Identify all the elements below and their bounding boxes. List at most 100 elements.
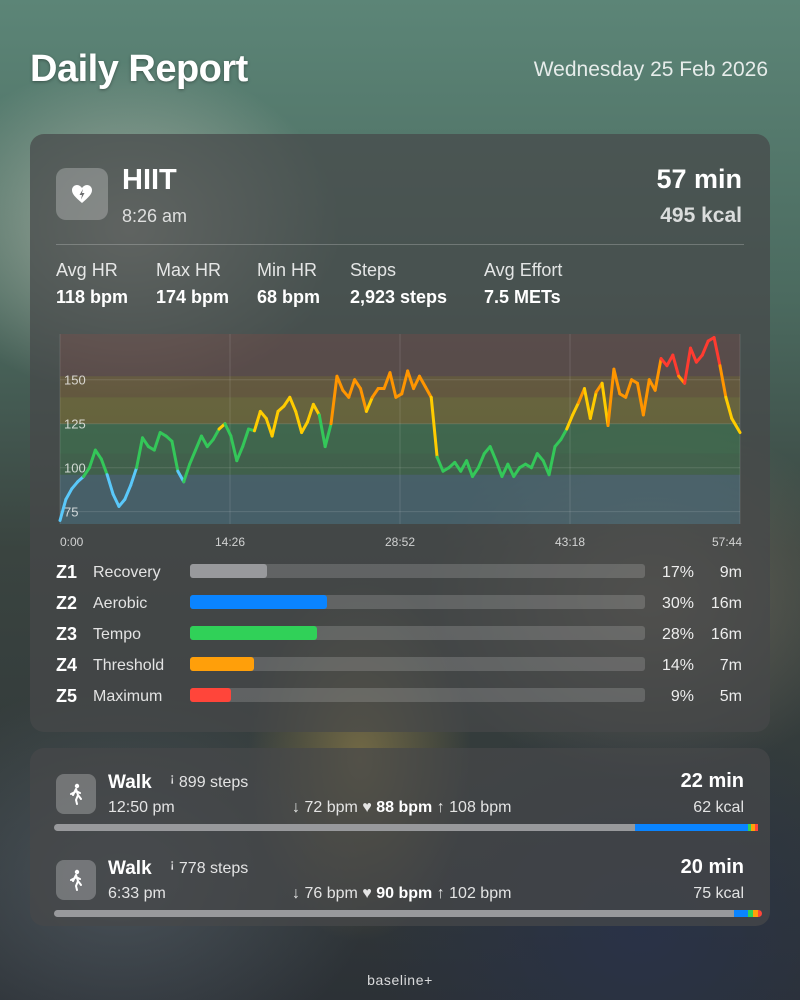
walk-item[interactable]: Walk ꜟ 899 steps 12:50 pm ↓ 72 bpm ♥ 88 … — [30, 748, 770, 834]
brand-footer: baseline+ — [367, 972, 433, 988]
hr-line-segment — [435, 455, 445, 473]
zone-name: Threshold — [93, 657, 165, 674]
stat-value: 118 bpm — [56, 287, 129, 307]
walk-duration: 22 min — [680, 770, 744, 792]
walk-zone-segment — [54, 910, 734, 917]
hr-line-segment — [241, 427, 251, 449]
arrow-down-icon: ↓ — [292, 885, 300, 902]
hr-line-segment — [205, 438, 215, 449]
hr-line-segment — [653, 357, 663, 392]
walk-duration: 20 min — [680, 856, 744, 878]
stat-value: 7.5 METs — [484, 287, 561, 307]
stat-value: 2,923 steps — [350, 287, 448, 307]
zone-percent: 14% — [661, 657, 694, 674]
walk-zone-segment — [54, 824, 635, 831]
heart-icon: ♥ — [362, 885, 372, 902]
walk-zone-bar — [54, 824, 762, 831]
hr-line-segment — [188, 448, 198, 466]
hr-line-segment — [459, 459, 469, 473]
x-tick-label: 0:00 — [60, 535, 84, 549]
arrow-up-icon: ↑ — [436, 885, 445, 902]
walk-zone-segment — [752, 910, 758, 917]
hr-line-segment — [258, 409, 268, 420]
footprints-icon: ꜟ — [170, 774, 175, 791]
hr-line-segment — [170, 439, 180, 473]
workout-name: HIIT — [122, 164, 177, 196]
hr-line-segment — [612, 367, 622, 396]
hr-line-segment — [553, 438, 563, 449]
zone-row-z1: Z1 Recovery 17% 9m — [56, 560, 746, 591]
hr-line-segment — [199, 434, 209, 449]
hr-line-segment — [571, 401, 581, 417]
hr-line-segment — [111, 492, 121, 508]
zone-percent: 9% — [670, 688, 694, 705]
zone-bar-track — [190, 626, 645, 640]
zone-row-z5: Z5 Maximum 9% 5m — [56, 684, 746, 715]
walk-start-time: 12:50 pm — [108, 799, 175, 816]
walk-calories: 62 kcal — [693, 799, 744, 816]
zone-name: Maximum — [93, 688, 163, 705]
stat-label: Avg HR — [56, 260, 118, 280]
hr-zones: Z1 Recovery 17% 9m Z2 Aerobic 30% 16m Z3… — [56, 560, 746, 715]
walking-figure-icon — [56, 774, 96, 814]
stat-value: 68 bpm — [257, 287, 321, 307]
walk-min-hr: 76 bpm — [304, 885, 358, 902]
zone-minutes: 7m — [719, 657, 742, 674]
hr-line-segment — [70, 480, 80, 491]
walk-zone-segment — [634, 824, 748, 831]
hr-line-segment — [488, 445, 498, 463]
walk-zone-segment — [754, 824, 759, 831]
hr-line-segment — [123, 483, 133, 501]
zone-minutes: 16m — [710, 595, 742, 612]
zone-name: Tempo — [93, 626, 142, 643]
hr-line-segment — [305, 402, 315, 424]
hr-line-segment — [700, 339, 710, 357]
hr-line-segment — [182, 462, 192, 484]
arrow-up-icon: ↑ — [436, 799, 445, 816]
hr-line-segment — [600, 381, 610, 427]
walks-card: Walk ꜟ 899 steps 12:50 pm ↓ 72 bpm ♥ 88 … — [30, 748, 770, 926]
zone-code: Z3 — [56, 624, 78, 644]
hr-line-segment — [135, 436, 144, 470]
walk-max-hr: 108 bpm — [449, 799, 512, 816]
walk-avg-hr: 88 bpm — [376, 799, 433, 816]
hr-line-segment — [129, 466, 139, 487]
zone-minutes: 16m — [710, 626, 742, 643]
hr-line-segment — [606, 367, 616, 427]
hr-line-segment — [264, 416, 274, 438]
workout-card[interactable]: HIIT 8:26 am 57 min 495 kcal Avg HR 118 … — [30, 134, 770, 732]
y-tick-label: 150 — [64, 373, 86, 388]
hr-line-segment — [317, 413, 327, 449]
hr-line-segment — [288, 395, 298, 413]
hr-line-segment — [453, 460, 463, 473]
walk-item[interactable]: Walk ꜟ 778 steps 6:33 pm ↓ 76 bpm ♥ 90 b… — [30, 834, 770, 920]
hr-line-segment — [582, 387, 592, 420]
zone-code: Z4 — [56, 655, 78, 675]
hr-line-segment — [105, 473, 115, 496]
zone-bar-track — [190, 657, 645, 671]
zone-code: Z5 — [56, 686, 78, 706]
hr-line-segment — [252, 409, 262, 433]
y-tick-label: 75 — [64, 505, 78, 520]
hr-line-segment — [635, 381, 645, 417]
zone-bar-track — [190, 564, 645, 578]
walk-hr-summary: ↓ 72 bpm ♥ 88 bpm ↑ 108 bpm — [292, 799, 511, 817]
walk-zone-segment — [757, 910, 762, 917]
hr-line-segment — [329, 374, 339, 426]
hr-line-segment — [323, 422, 333, 449]
walk-steps-value: 899 steps — [178, 774, 249, 791]
zone-bar-track — [190, 595, 645, 609]
hr-line-segment — [223, 422, 233, 438]
zone-minutes: 5m — [719, 688, 742, 705]
hr-line-segment — [624, 378, 634, 399]
hr-line-segment — [229, 434, 239, 463]
walk-zone-segment — [747, 824, 752, 831]
zone-percent: 30% — [661, 595, 694, 612]
zone-row-z4: Z4 Threshold 14% 7m — [56, 653, 746, 684]
heart-rate-chart: 75 100 125 150 0:00 14:26 28:52 43:18 57:44 — [58, 334, 742, 549]
hr-line-segment — [194, 434, 203, 452]
walk-zone-segment — [747, 910, 753, 917]
y-tick-label: 100 — [64, 461, 86, 476]
hr-line-segment — [470, 466, 480, 478]
stat-label: Max HR — [156, 260, 222, 280]
